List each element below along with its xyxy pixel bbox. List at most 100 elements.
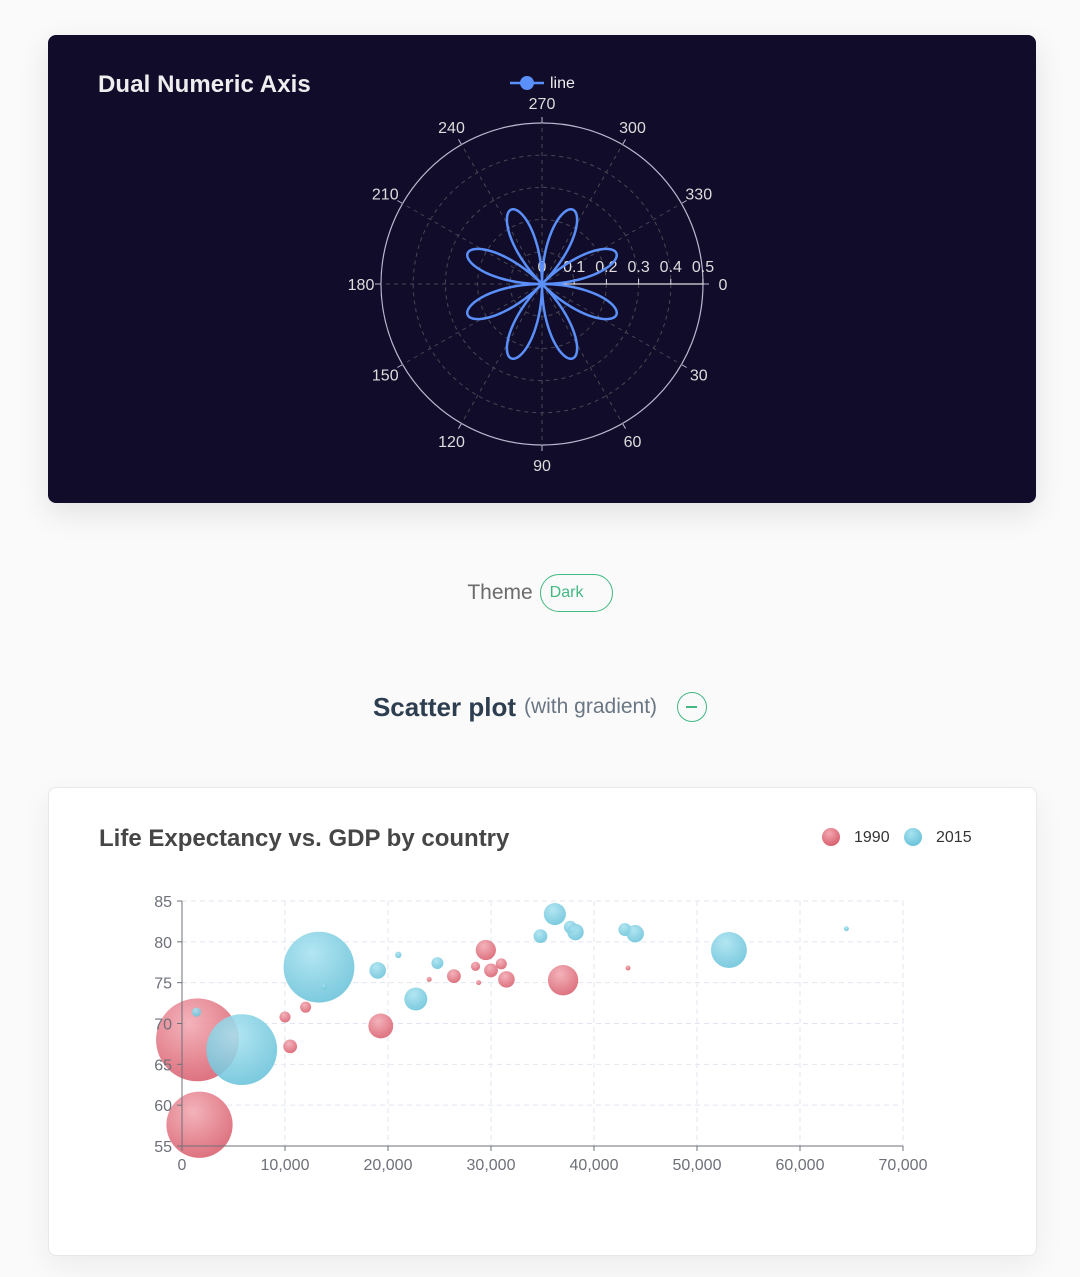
polar-angle-label: 0 xyxy=(719,277,728,294)
theme-label: Theme xyxy=(467,581,533,604)
scatter-y-tick-label: 55 xyxy=(154,1139,172,1156)
polar-grid-spoke xyxy=(402,283,543,365)
polar-radius-label: 0.3 xyxy=(627,259,649,276)
polar-grid-spoke xyxy=(461,144,543,285)
scatter-x-tick-label: 40,000 xyxy=(570,1157,619,1174)
section-subtitle: (with gradient) xyxy=(523,695,658,718)
scatter-point-1990 xyxy=(547,965,579,996)
legend-label-1990: 1990 xyxy=(854,829,890,846)
polar-angle-label: 330 xyxy=(685,187,712,204)
scatter-chart-card: Life Expectancy vs. GDP by country 1990 … xyxy=(48,787,1037,1256)
scatter-point-2015 xyxy=(206,1014,278,1086)
polar-series-line xyxy=(466,208,618,360)
scatter-y-tick-label: 65 xyxy=(154,1057,172,1074)
theme-select[interactable]: Dark xyxy=(539,574,613,612)
scatter-points xyxy=(156,903,849,1158)
scatter-point-2015 xyxy=(321,983,327,990)
polar-grid-spoke xyxy=(541,283,623,424)
scatter-x-tick-label: 10,000 xyxy=(261,1157,310,1174)
scatter-x-tick-label: 30,000 xyxy=(467,1157,516,1174)
scatter-point-2015 xyxy=(283,931,355,1003)
polar-angle-tick xyxy=(681,364,687,368)
scatter-x-tick-label: 70,000 xyxy=(879,1157,928,1174)
scatter-point-1990 xyxy=(484,963,498,978)
scatter-point-2015 xyxy=(404,987,428,1011)
scatter-point-2015 xyxy=(431,957,444,970)
scatter-point-2015 xyxy=(626,924,644,943)
legend-item-2015[interactable]: 2015 xyxy=(904,828,972,846)
scatter-point-2015 xyxy=(533,929,548,944)
scatter-point-1990 xyxy=(279,1011,291,1023)
polar-angle-tick xyxy=(458,423,462,429)
scatter-point-2015 xyxy=(567,923,584,941)
polar-angle-label: 300 xyxy=(619,120,646,137)
scatter-y-tick-label: 70 xyxy=(154,1017,172,1034)
polar-grid-spoke xyxy=(402,203,543,285)
scatter-point-2015 xyxy=(395,951,402,959)
polar-angle-label: 180 xyxy=(348,277,375,294)
scatter-point-1990 xyxy=(475,939,496,961)
scatter-point-1990 xyxy=(368,1013,394,1039)
scatter-point-2015 xyxy=(843,926,849,932)
scatter-y-tick-label: 60 xyxy=(154,1098,172,1115)
polar-angle-label: 30 xyxy=(690,368,708,385)
polar-chart-title: Dual Numeric Axis xyxy=(98,71,311,98)
scatter-point-1990 xyxy=(300,1001,312,1013)
polar-angle-label: 150 xyxy=(372,368,399,385)
polar-angle-label: 210 xyxy=(372,187,399,204)
section-header: Scatter plot (with gradient) xyxy=(0,685,1080,729)
scatter-point-2015 xyxy=(543,903,566,926)
polar-grid-spoke xyxy=(461,283,543,424)
scatter-x-tick-label: 60,000 xyxy=(776,1157,825,1174)
legend-label-line: line xyxy=(550,75,575,92)
polar-legend[interactable]: line xyxy=(510,75,575,92)
scatter-point-1990 xyxy=(166,1091,233,1158)
polar-grid xyxy=(375,117,709,451)
polar-grid-spoke xyxy=(541,283,682,365)
scatter-chart-title: Life Expectancy vs. GDP by country xyxy=(99,825,510,852)
scatter-y-tick-label: 80 xyxy=(154,935,172,952)
scatter-point-2015 xyxy=(191,1007,202,1017)
polar-radius-label: 0.4 xyxy=(660,259,682,276)
polar-angle-label: 270 xyxy=(529,96,556,113)
polar-chart: line 0 30 60 90 120 150 180 210 240 270 300 330 0 0.… xyxy=(348,75,728,475)
section-title: Scatter plot xyxy=(372,691,516,722)
legend-dot-2015-icon xyxy=(904,828,922,846)
scatter-point-2015 xyxy=(369,962,386,979)
scatter-y-tick-label: 85 xyxy=(154,894,172,911)
polar-chart-card: Dual Numeric Axis line 0 30 60 90 120 150 180 2… xyxy=(48,35,1036,503)
scatter-point-1990 xyxy=(498,971,515,988)
polar-angle-tick xyxy=(681,200,687,204)
legend-item-1990[interactable]: 1990 xyxy=(822,828,890,846)
polar-angle-tick xyxy=(458,139,462,145)
legend-marker-icon xyxy=(520,76,534,90)
scatter-x-tick-label: 20,000 xyxy=(364,1157,413,1174)
polar-radius-label: 0.5 xyxy=(692,259,714,276)
polar-angle-tick xyxy=(397,364,403,368)
polar-angle-label: 90 xyxy=(533,458,551,475)
polar-angle-tick xyxy=(622,423,626,429)
polar-radius-labels: 0 0.1 0.2 0.3 0.4 0.5 xyxy=(538,259,715,276)
scatter-x-tick-label: 0 xyxy=(178,1157,187,1174)
polar-grid-spoke xyxy=(541,203,682,285)
polar-angle-label: 240 xyxy=(438,120,465,137)
legend-label-2015: 2015 xyxy=(936,829,972,846)
polar-angle-label: 60 xyxy=(624,434,642,451)
scatter-point-1990 xyxy=(476,980,482,986)
scatter-x-tick-label: 50,000 xyxy=(673,1157,722,1174)
scatter-y-tick-label: 75 xyxy=(154,976,172,993)
polar-angle-tick xyxy=(397,200,403,204)
polar-grid-spoke xyxy=(541,144,623,285)
scatter-legend: 1990 2015 xyxy=(822,828,972,846)
theme-row: Theme Dark xyxy=(0,573,1080,613)
scatter-axes: 0 10,000 20,000 30,000 40,000 50,000 60,000 70,… xyxy=(154,894,927,1174)
scatter-chart: Life Expectancy vs. GDP by country 1990 … xyxy=(99,825,972,1174)
scatter-point-1990 xyxy=(283,1039,298,1054)
scatter-point-1990 xyxy=(447,969,461,984)
scatter-point-1990 xyxy=(495,958,507,970)
scatter-point-2015 xyxy=(710,932,747,968)
minus-circle-icon[interactable] xyxy=(677,692,708,722)
scatter-point-1990 xyxy=(470,961,481,971)
scatter-point-1990 xyxy=(426,976,432,982)
polar-angle-tick xyxy=(622,139,626,145)
